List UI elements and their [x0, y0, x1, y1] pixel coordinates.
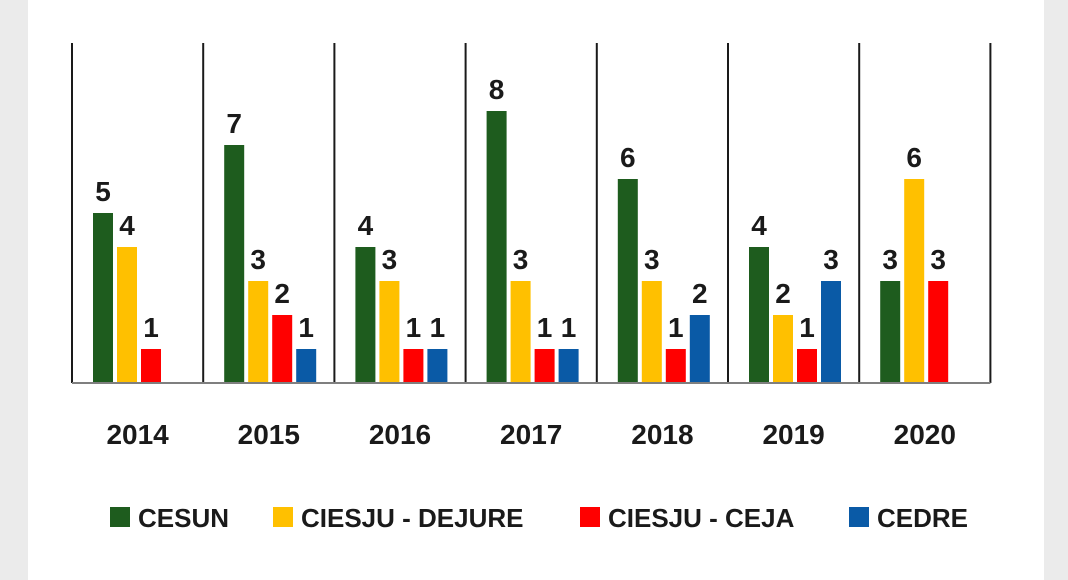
data-label: 3 — [644, 244, 660, 275]
legend-swatch — [580, 507, 600, 527]
data-label: 1 — [561, 312, 577, 343]
data-label: 6 — [620, 142, 636, 173]
legend-label: CIESJU - CEJA — [608, 503, 795, 533]
category-label-2017: 2017 — [500, 419, 562, 450]
data-label: 4 — [358, 210, 374, 241]
bar-ciesju-dejure-2016 — [379, 281, 400, 383]
data-label: 2 — [692, 278, 708, 309]
bar-cesun-2014 — [93, 213, 113, 383]
bar-ciesju-ceja-2017 — [534, 349, 555, 383]
data-label: 3 — [382, 244, 398, 275]
legend-swatch — [273, 507, 293, 527]
bar-cedre-2016 — [427, 349, 448, 383]
category-label-2018: 2018 — [631, 419, 693, 450]
bar-ciesju-ceja-2018 — [665, 349, 686, 383]
data-label: 3 — [823, 244, 839, 275]
category-label-2020: 2020 — [894, 419, 956, 450]
bar-ciesju-ceja-2020 — [928, 281, 949, 383]
data-label: 3 — [882, 244, 898, 275]
data-label: 1 — [668, 312, 684, 343]
data-label: 3 — [930, 244, 946, 275]
legend-swatch — [110, 507, 130, 527]
bar-ciesju-ceja-2014 — [141, 349, 161, 383]
bar-cedre-2018 — [689, 315, 710, 383]
data-label: 8 — [489, 74, 505, 105]
data-label: 3 — [513, 244, 529, 275]
data-label: 4 — [119, 210, 135, 241]
category-label-2014: 2014 — [106, 419, 169, 450]
data-label: 4 — [751, 210, 767, 241]
bar-cedre-2017 — [558, 349, 579, 383]
bar-cesun-2015 — [224, 145, 245, 383]
data-label: 1 — [430, 312, 446, 343]
category-dividers — [71, 43, 992, 383]
bar-cesun-2017 — [486, 111, 507, 383]
data-label: 6 — [906, 142, 922, 173]
category-label-2016: 2016 — [369, 419, 431, 450]
bar-cedre-2019 — [821, 281, 841, 383]
bar-cesun-2018 — [617, 179, 638, 383]
bar-ciesju-dejure-2019 — [773, 315, 793, 383]
bar-ciesju-dejure-2014 — [117, 247, 137, 383]
bar-ciesju-dejure-2018 — [641, 281, 662, 383]
legend-label: CEDRE — [877, 503, 968, 533]
data-label: 2 — [274, 278, 290, 309]
category-label-2015: 2015 — [238, 419, 300, 450]
category-label-2019: 2019 — [762, 419, 824, 450]
data-label: 1 — [298, 312, 314, 343]
legend-label: CESUN — [138, 503, 229, 533]
data-label: 1 — [537, 312, 553, 343]
legend-swatch — [849, 507, 869, 527]
bar-cesun-2016 — [355, 247, 376, 383]
bar-ciesju-dejure-2017 — [510, 281, 531, 383]
data-label: 3 — [250, 244, 266, 275]
bar-ciesju-dejure-2020 — [904, 179, 925, 383]
bar-ciesju-dejure-2015 — [248, 281, 269, 383]
bar-cesun-2019 — [749, 247, 769, 383]
category-labels-layer: 2014 2015 2016 2017 2018 2019 2020 — [106, 419, 955, 450]
bar-ciesju-ceja-2019 — [797, 349, 817, 383]
bar-ciesju-ceja-2016 — [403, 349, 424, 383]
data-label: 1 — [799, 312, 815, 343]
data-label: 1 — [143, 312, 159, 343]
data-label: 7 — [226, 108, 242, 139]
bar-ciesju-ceja-2015 — [272, 315, 293, 383]
bar-cesun-2020 — [880, 281, 901, 383]
data-label: 1 — [406, 312, 422, 343]
data-label: 2 — [775, 278, 791, 309]
legend: CESUN CIESJU - DEJURE CIESJU - CEJA CEDRE — [110, 503, 968, 533]
data-label: 5 — [95, 176, 111, 207]
legend-label: CIESJU - DEJURE — [301, 503, 524, 533]
bars-layer — [93, 111, 949, 383]
bar-cedre-2015 — [296, 349, 317, 383]
